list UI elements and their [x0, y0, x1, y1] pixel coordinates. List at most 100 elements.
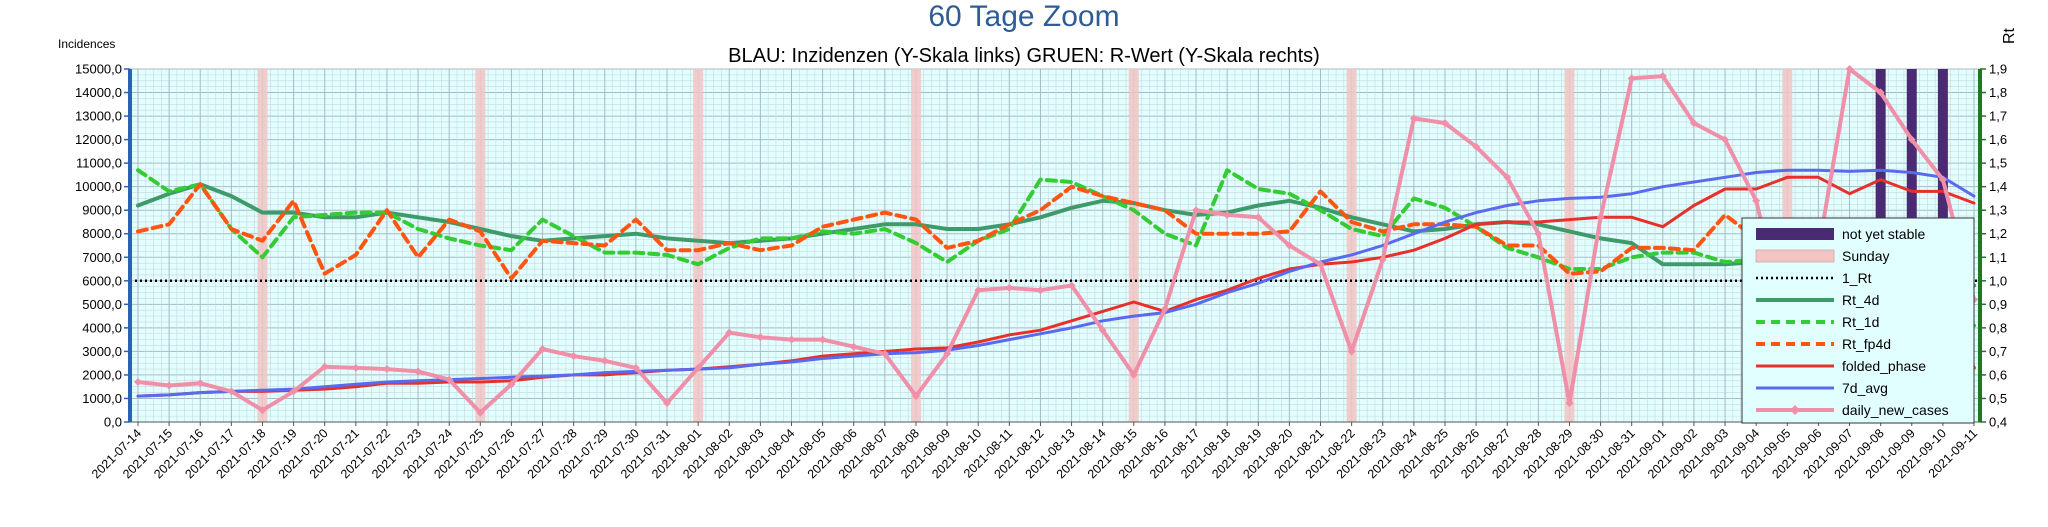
right-tick-label: 0,7 [1989, 344, 2007, 359]
data-point-daily-new-cases [414, 367, 423, 376]
data-point-daily-new-cases [818, 335, 827, 344]
data-point-daily-new-cases [1658, 72, 1667, 81]
data-point-daily-new-cases [1036, 286, 1045, 295]
data-point-daily-new-cases [694, 363, 703, 372]
data-point-daily-new-cases [258, 406, 267, 415]
left-tick-label: 10000,0 [75, 179, 122, 194]
right-tick-label: 1,0 [1989, 273, 2007, 288]
series-line-folded-phase [136, 175, 1976, 398]
legend-label-Rt-fp4d: Rt_fp4d [1842, 336, 1891, 352]
data-point-daily-new-cases [1285, 241, 1294, 250]
data-point-daily-new-cases [1721, 135, 1730, 144]
data-point-daily-new-cases [1223, 210, 1232, 219]
data-point-daily-new-cases [787, 335, 796, 344]
series-line-Rt-4d [136, 182, 1976, 288]
data-point-daily-new-cases [1627, 74, 1636, 83]
sunday-band [1564, 69, 1575, 422]
data-point-daily-new-cases [351, 363, 360, 372]
data-point-daily-new-cases [1845, 65, 1854, 73]
data-point-daily-new-cases [289, 387, 298, 396]
legend-label-daily-new-cases: daily_new_cases [1842, 402, 1949, 418]
data-point-daily-new-cases [227, 387, 236, 396]
right-tick-label: 0,9 [1989, 297, 2007, 312]
data-point-daily-new-cases [1067, 281, 1076, 290]
data-point-daily-new-cases [756, 333, 765, 342]
data-point-daily-new-cases [1752, 196, 1761, 205]
data-point-daily-new-cases [1192, 206, 1201, 215]
data-point-daily-new-cases [1534, 229, 1543, 238]
data-point-daily-new-cases [880, 349, 889, 358]
legend-marker-daily-new-cases [1790, 405, 1800, 415]
sunday-band [257, 69, 268, 422]
data-point-daily-new-cases [538, 345, 547, 354]
sunday-band [693, 69, 704, 422]
data-point-daily-new-cases [1160, 305, 1169, 314]
chart-title: 60 Tage Zoom [928, 0, 1119, 33]
legend-swatch-not-yet-stable [1756, 228, 1834, 240]
left-tick-label: 9000,0 [82, 203, 122, 218]
data-point-daily-new-cases [1472, 142, 1481, 151]
left-tick-label: 15000,0 [75, 62, 122, 77]
right-tick-label: 1,5 [1989, 156, 2007, 171]
data-point-daily-new-cases [1689, 119, 1698, 128]
right-tick-label: 1,9 [1989, 62, 2007, 77]
data-point-daily-new-cases [631, 363, 640, 372]
data-point-daily-new-cases [1596, 213, 1605, 222]
legend: not yet stable Sunday 1_Rt Rt_4d Rt_1d Rt_fp4… [1741, 217, 1975, 424]
data-point-daily-new-cases [1129, 370, 1138, 379]
data-point-daily-new-cases [1316, 260, 1325, 269]
data-point-daily-new-cases [507, 380, 516, 389]
data-point-daily-new-cases [1565, 399, 1574, 408]
data-point-daily-new-cases [196, 379, 205, 388]
legend-label-7d-avg: 7d_avg [1842, 380, 1888, 396]
data-point-daily-new-cases [974, 286, 983, 295]
left-axis-label: Incidences [58, 37, 115, 51]
right-tick-label: 1,8 [1989, 85, 2007, 100]
data-point-daily-new-cases [320, 362, 329, 371]
right-tick-label: 1,7 [1989, 109, 2007, 124]
right-tick-label: 1,1 [1989, 250, 2007, 265]
data-point-daily-new-cases [445, 375, 454, 384]
right-tick-label: 1,2 [1989, 226, 2007, 241]
data-point-daily-new-cases [1254, 213, 1263, 222]
series-line-Rt-fp4d [136, 182, 1976, 370]
left-tick-label: 4000,0 [82, 320, 122, 335]
data-point-daily-new-cases [1347, 347, 1356, 356]
data-point-daily-new-cases [911, 392, 920, 401]
legend-label-folded-phase: folded_phase [1842, 358, 1926, 374]
legend-label-Rt-4d: Rt_4d [1842, 292, 1879, 308]
sunday-band [1128, 69, 1139, 422]
left-tick-label: 3000,0 [82, 344, 122, 359]
data-point-daily-new-cases [1907, 135, 1916, 144]
left-tick-label: 12000,0 [75, 132, 122, 147]
left-tick-label: 7000,0 [82, 250, 122, 265]
data-point-daily-new-cases [725, 328, 734, 337]
data-point-daily-new-cases [382, 365, 391, 374]
data-point-daily-new-cases [1938, 175, 1947, 184]
data-point-daily-new-cases [1005, 283, 1014, 292]
data-point-daily-new-cases [1378, 255, 1387, 264]
right-tick-label: 0,4 [1989, 415, 2007, 430]
right-tick-label: 1,3 [1989, 203, 2007, 218]
data-point-daily-new-cases [134, 377, 142, 386]
sunday-band [1346, 69, 1357, 422]
data-point-daily-new-cases [476, 408, 485, 417]
data-point-daily-new-cases [1098, 326, 1107, 335]
sunday-band [910, 69, 921, 422]
data-point-daily-new-cases [1503, 173, 1512, 182]
right-tick-label: 0,6 [1989, 367, 2007, 382]
right-tick-label: 0,8 [1989, 320, 2007, 335]
legend-swatch-sunday [1755, 249, 1835, 263]
left-tick-label: 5000,0 [82, 297, 122, 312]
data-point-daily-new-cases [1440, 119, 1449, 128]
left-tick-label: 1000,0 [82, 391, 122, 406]
right-tick-label: 1,4 [1989, 179, 2007, 194]
data-point-daily-new-cases [1409, 114, 1418, 123]
left-tick-label: 2000,0 [82, 367, 122, 382]
right-axis-label: Rt [2001, 27, 2018, 44]
legend-label-Sunday: Sunday [1842, 248, 1889, 264]
series-lines [130, 65, 1980, 417]
data-point-daily-new-cases [663, 399, 672, 408]
left-tick-label: 6000,0 [82, 273, 122, 288]
right-tick-label: 1,6 [1989, 132, 2007, 147]
